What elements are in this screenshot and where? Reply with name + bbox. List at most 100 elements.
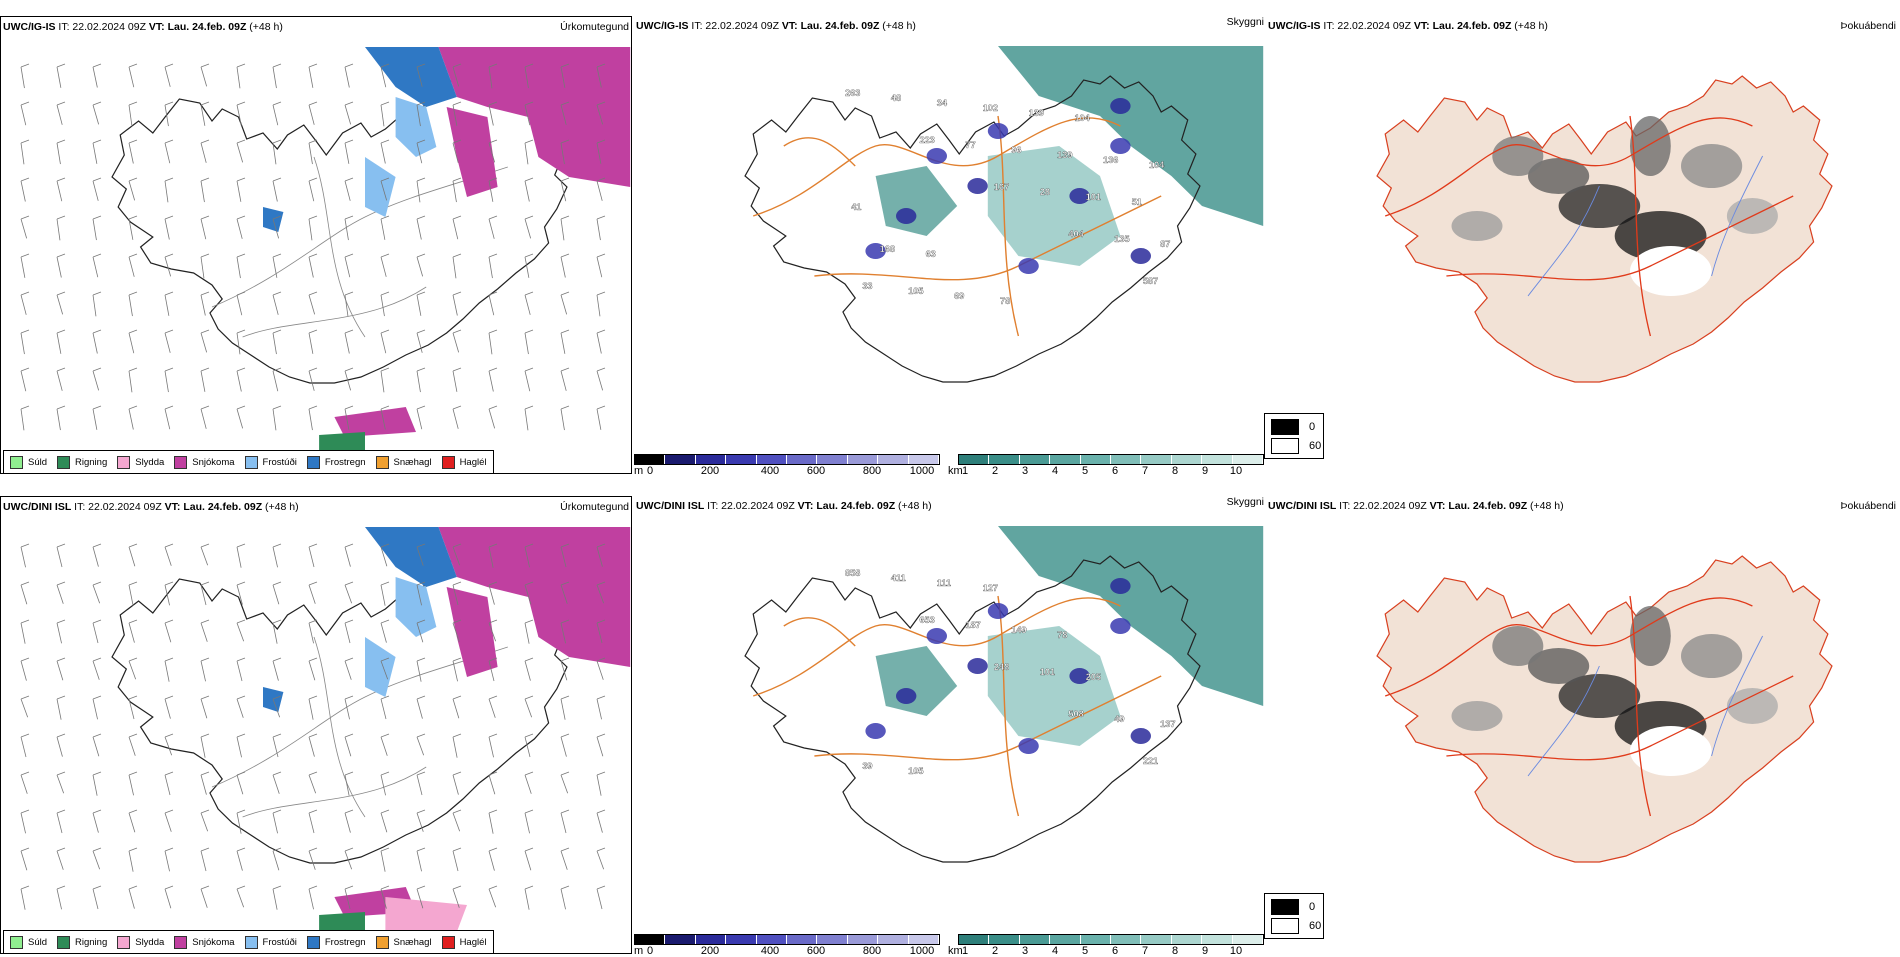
- ceiling-label: 135: [1114, 234, 1129, 244]
- legend-label: Haglél: [459, 456, 487, 468]
- ceiling-label: 101: [1086, 192, 1101, 202]
- fog-index-area: [1451, 701, 1503, 731]
- legend-swatch: [306, 935, 320, 949]
- colorbar-tick: 2: [991, 465, 999, 477]
- colorbar-m: m 0 200 400 600 800 1000: [634, 454, 940, 477]
- colorbar-m-bar: [634, 454, 940, 465]
- ceiling-label: 136: [1103, 155, 1118, 165]
- ceiling-label: 137: [1160, 719, 1175, 729]
- colorbar-tick: 400: [760, 465, 780, 477]
- ceiling-label: 41: [851, 202, 861, 212]
- colorbar-tick: 0: [646, 945, 654, 957]
- ceiling-label: 96: [1011, 145, 1021, 155]
- ceiling-label: 49: [1114, 714, 1124, 724]
- precip-legend: Súld Rigning Slydda Snjókoma Frostúði Fr…: [3, 930, 494, 954]
- ceiling-label: 587: [1143, 276, 1158, 286]
- rivers: [1527, 635, 1764, 777]
- rain-area: [319, 432, 365, 452]
- ceiling-area: [1110, 618, 1131, 634]
- panel-title: UWC/DINI ISL IT: 22.02.2024 09Z VT: Lau.…: [3, 501, 299, 513]
- colorbar-tick: 4: [1051, 465, 1059, 477]
- roads: [1384, 595, 1794, 817]
- snow-area: [446, 587, 498, 677]
- ceiling-area: [987, 603, 1009, 619]
- ceiling-area: [1069, 188, 1090, 204]
- freezing-rain-area: [365, 527, 457, 587]
- legend-swatch: [244, 455, 258, 469]
- colorbar-tick: 0: [646, 465, 654, 477]
- ceiling-label: 263: [845, 88, 860, 98]
- ceiling-label: 28: [1040, 187, 1050, 197]
- colorbar-tick: 9: [1201, 465, 1209, 477]
- visibility-area: [987, 146, 1121, 266]
- fog-index-area: [1528, 158, 1590, 194]
- fog-panel-row1: UWC/IG-IS IT: 22.02.2024 09Z VT: Lau. 24…: [1266, 16, 1898, 474]
- ceiling-label: 411: [891, 573, 906, 583]
- freezing-rain-area: [365, 47, 457, 107]
- fog-map: [1376, 75, 1833, 383]
- legend-swatch: [57, 935, 71, 949]
- ceiling-area: [1110, 578, 1131, 594]
- ceiling-label: 51: [1132, 197, 1142, 207]
- panel-title: UWC/DINI ISL IT: 22.02.2024 09Z VT: Lau.…: [1268, 500, 1564, 512]
- colorbar-unit: km: [948, 945, 963, 957]
- ceiling-label: 187: [965, 620, 980, 630]
- ceiling-label: 149: [1011, 625, 1026, 635]
- legend-swatch: [174, 935, 188, 949]
- precip-map: [20, 527, 631, 932]
- legend-item-frostregn: Frostregn: [306, 935, 366, 949]
- precip-panel-row1: UWC/IG-IS IT: 22.02.2024 09Z VT: Lau. 24…: [0, 16, 632, 474]
- ceiling-area: [896, 208, 917, 224]
- colorbar-tick: 800: [862, 465, 882, 477]
- panel-name: Úrkomutegund: [560, 501, 629, 513]
- ceiling-area: [967, 658, 988, 674]
- ceiling-label: 105: [908, 286, 923, 296]
- ceiling-labels: 858 653 248 508 221 411 187 101 49 39 111 149 205 137…: [845, 568, 1176, 776]
- fog-legend-label: 0: [1309, 901, 1316, 913]
- fog-panel-row2: UWC/DINI ISL IT: 22.02.2024 09Z VT: Lau.…: [1266, 496, 1898, 954]
- panel-title: UWC/IG-IS IT: 22.02.2024 09Z VT: Lau. 24…: [3, 21, 283, 33]
- freezing-drizzle-area: [395, 97, 437, 157]
- fog-index-area: [1630, 606, 1671, 666]
- legend-swatch: [375, 935, 389, 949]
- fog-index-area: [1726, 688, 1778, 724]
- legend-item-slydda: Slydda: [117, 935, 164, 949]
- cloud-panel-row1: UWC/IG-IS IT: 22.02.2024 09Z VT: Lau. 24…: [634, 16, 1266, 477]
- ceiling-area: [1018, 738, 1039, 754]
- freezing-drizzle-area: [395, 577, 437, 637]
- ceiling-label: 104: [1075, 113, 1090, 123]
- ceiling-label: 78: [1057, 630, 1067, 640]
- legend-swatch: [174, 455, 188, 469]
- precip-panel-row2: UWC/DINI ISL IT: 22.02.2024 09Z VT: Lau.…: [0, 496, 632, 954]
- ceiling-label: 404: [1068, 229, 1083, 239]
- coastline: [744, 555, 1201, 863]
- panel-name: Skyggni: [1226, 16, 1264, 28]
- panel-name: Úrkomutegund: [560, 21, 629, 33]
- roads: [752, 595, 1162, 817]
- fog-index-area: [1630, 116, 1671, 176]
- legend-swatch: [10, 935, 23, 949]
- ceiling-label: 78: [1000, 296, 1010, 306]
- ceiling-area: [1018, 258, 1039, 274]
- legend-item-frostudi: Frostúði: [244, 935, 297, 949]
- fog-index-area: [1630, 726, 1712, 776]
- legend-label: Haglél: [459, 936, 487, 948]
- legend-swatch: [10, 455, 23, 469]
- colorbar-km: km 1 2 3 4 5 6 7 8 9 10: [948, 454, 1264, 477]
- legend-label: Frostregn: [324, 456, 366, 468]
- visibility-area: [875, 646, 958, 716]
- legend-label: Snjókoma: [192, 936, 235, 948]
- panel-title: UWC/DINI ISL IT: 22.02.2024 09Z VT: Lau.…: [636, 500, 932, 512]
- fog-legend-item: 0: [1271, 899, 1315, 915]
- visibility-area: [875, 166, 958, 236]
- legend-swatch: [117, 935, 131, 949]
- wind-barbs: [20, 63, 606, 431]
- fog-index-area: [1681, 144, 1743, 188]
- fog-index-area: [1528, 648, 1590, 684]
- cloud-map: 263 223 167 404 587 48 77 28 135 33 34 96 101 87 105 10…: [744, 46, 1264, 383]
- ceiling-label: 508: [1068, 709, 1083, 719]
- coastline: [111, 556, 568, 864]
- colorbar-tick: 400: [760, 945, 780, 957]
- colorbar-tick: 10: [1229, 945, 1243, 957]
- ceiling-area: [1069, 668, 1090, 684]
